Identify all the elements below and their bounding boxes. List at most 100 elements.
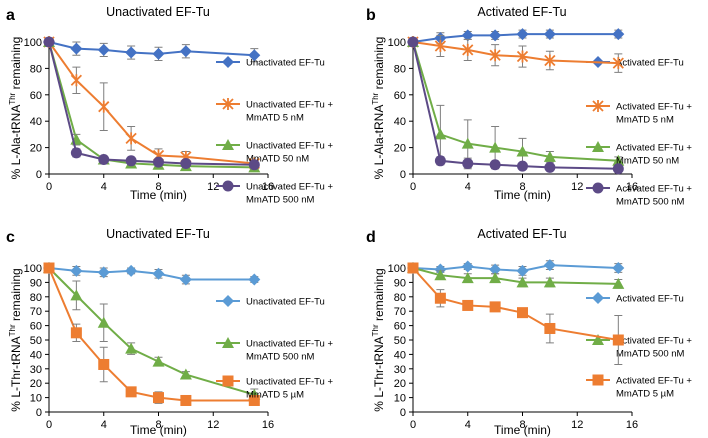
data-point: [543, 28, 556, 41]
data-point: [592, 182, 604, 194]
data-point: [516, 276, 529, 288]
legend-label: MmATD 50 nM: [246, 154, 309, 165]
data-point: [612, 277, 625, 289]
data-point: [489, 301, 501, 313]
data-point: [516, 145, 529, 157]
legend-entry: Activated EF-Tu + MmATD 500 nM: [586, 182, 692, 208]
y-axis-label-main: % L-Ala-tRNA: [9, 105, 23, 180]
data-point: [248, 49, 261, 62]
data-point: [248, 159, 260, 171]
y-axis-label-main: % L-Thr-tRNA: [372, 336, 386, 411]
data-point: [97, 266, 110, 279]
y-tick-label: 0: [400, 169, 406, 181]
series-3: [43, 36, 260, 171]
data-point: [516, 264, 529, 277]
data-point: [612, 28, 625, 41]
panel-letter: c: [6, 229, 15, 246]
legend-entry: Activated EF-Tu + MmATD 50 nM: [586, 141, 692, 167]
data-point: [248, 273, 261, 286]
x-axis-label: Time (min): [130, 188, 187, 202]
y-tick-label: 100: [388, 263, 406, 275]
legend-label: MmATD 5 µM: [246, 390, 304, 401]
y-axis-label-superscript: Thr: [8, 92, 17, 104]
x-tick-label: 8: [519, 181, 525, 193]
data-point: [544, 322, 556, 334]
panel-letter: d: [366, 229, 376, 246]
chart-title: Activated EF-Tu: [477, 227, 566, 241]
y-axis-label: % L-Ala-tRNAThr remaining: [8, 37, 23, 180]
y-tick-label: 60: [30, 90, 42, 102]
y-tick-label: 0: [400, 407, 406, 419]
data-point: [125, 386, 137, 398]
chart-panel-d: d Activated EF-Tu 0 10 20 30 40 50 60 70 80 90 100 0 4…: [366, 227, 692, 437]
data-point: [407, 262, 419, 274]
data-point: [592, 374, 604, 386]
data-point: [152, 267, 165, 280]
data-point: [517, 160, 528, 172]
data-point: [97, 43, 110, 56]
series-1: [407, 34, 624, 73]
x-axis-label: Time (min): [494, 188, 551, 202]
data-point: [592, 100, 604, 112]
legend-label: MmATD 50 nM: [616, 156, 679, 167]
data-point: [222, 98, 234, 110]
data-point: [125, 46, 138, 59]
x-tick-label: 0: [410, 419, 416, 431]
y-tick-label: 20: [394, 143, 406, 155]
legend-label: Activated EF-Tu: [616, 58, 684, 69]
y-axis-label: % L-Ala-tRNAThr remaining: [371, 37, 386, 180]
y-tick-label: 50: [30, 335, 42, 347]
x-tick-label: 16: [626, 419, 638, 431]
x-tick-label: 0: [410, 181, 416, 193]
y-tick-label: 40: [394, 349, 406, 361]
data-point: [153, 392, 164, 404]
data-point: [544, 54, 556, 67]
data-point: [489, 272, 502, 284]
y-tick-label: 40: [30, 116, 42, 128]
data-point: [592, 334, 604, 345]
data-point: [489, 263, 502, 276]
legend-label: Activated EF-Tu +: [616, 102, 692, 113]
data-point: [489, 49, 501, 62]
series-2: [43, 262, 260, 406]
data-point: [612, 57, 624, 70]
y-tick-label: 50: [394, 335, 406, 347]
data-point: [179, 368, 192, 380]
x-tick-label: 8: [519, 419, 525, 431]
y-axis-label: % L-Thr-tRNAThr remaining: [371, 268, 386, 411]
data-point: [70, 74, 83, 87]
legend-label: MmATD 500 nM: [246, 352, 315, 363]
data-point: [489, 159, 501, 171]
y-tick-label: 100: [24, 263, 42, 275]
y-tick-label: 90: [30, 277, 42, 289]
data-point: [179, 45, 192, 58]
data-point: [407, 36, 419, 48]
y-tick-label: 80: [30, 292, 42, 304]
legend-entry: Unactivated EF-Tu + MmATD 5 µM: [216, 375, 333, 401]
x-tick-label: 16: [262, 181, 274, 193]
data-point: [125, 132, 137, 145]
data-point: [434, 269, 447, 281]
y-axis-label-main: % L-Thr-tRNA: [9, 336, 23, 411]
data-point: [434, 292, 446, 304]
data-point: [592, 141, 604, 152]
y-axis-label-superscript: Thr: [371, 92, 380, 104]
y-tick-label: 20: [30, 143, 42, 155]
legend-label: Unactivated EF-Tu: [246, 297, 325, 308]
legend-entry: Unactivated EF-Tu + MmATD 500 nM: [216, 337, 333, 363]
data-point: [461, 29, 474, 42]
data-point: [125, 264, 138, 277]
chart-title: Unactivated EF-Tu: [106, 227, 210, 241]
data-point: [434, 39, 447, 52]
y-tick-label: 0: [36, 169, 42, 181]
legend-label: MmATD 500 nM: [246, 195, 315, 206]
y-tick-label: 60: [30, 321, 42, 333]
legend-label: MmATD 5 nM: [616, 115, 674, 126]
y-tick-label: 80: [394, 292, 406, 304]
data-point: [434, 128, 447, 140]
data-point: [180, 394, 192, 406]
data-point: [544, 161, 556, 173]
data-point: [612, 163, 624, 175]
data-point: [43, 36, 55, 48]
data-point: [70, 289, 83, 301]
